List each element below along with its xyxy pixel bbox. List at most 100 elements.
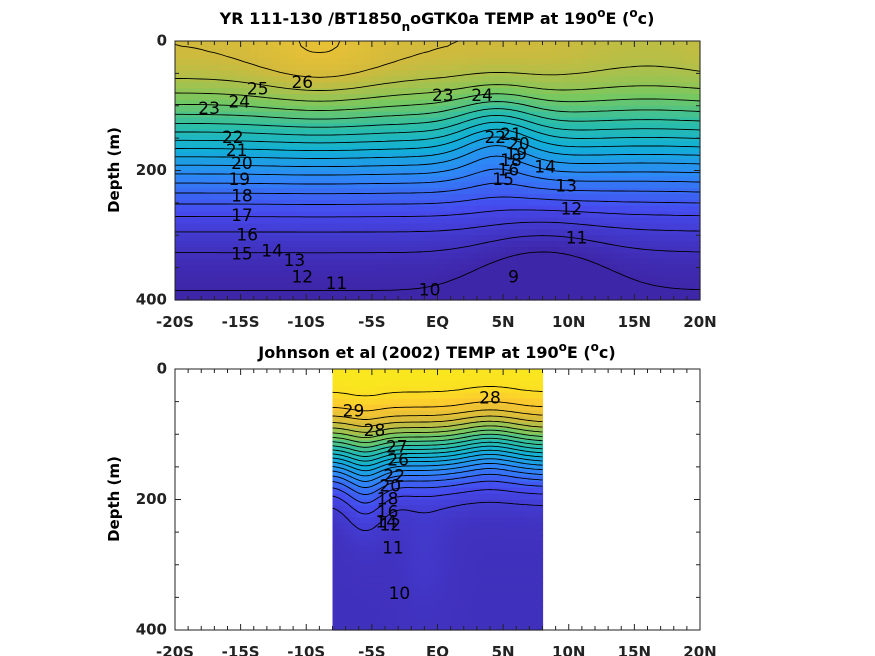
field-cell: [325, 217, 334, 225]
field-cell: [625, 199, 634, 207]
field-cell: [398, 440, 403, 447]
field-cell: [355, 264, 364, 272]
field-cell: [692, 247, 701, 254]
field-cell: [497, 70, 506, 77]
field-cell: [175, 205, 184, 213]
field-cell: [227, 194, 236, 201]
field-cell: [389, 624, 394, 631]
isotherm-label: 20: [508, 135, 530, 155]
field-cell: [340, 217, 349, 225]
field-cell: [490, 288, 499, 295]
field-cell: [640, 41, 649, 48]
field-cell: [425, 386, 430, 394]
field-cell: [257, 82, 266, 89]
field-cell: [535, 99, 544, 107]
field-cell: [602, 105, 611, 113]
field-cell: [512, 111, 521, 119]
field-cell: [415, 99, 424, 107]
field-cell: [535, 205, 544, 213]
field-cell: [437, 511, 442, 518]
field-cell: [340, 288, 349, 295]
field-cell: [317, 211, 326, 219]
field-cell: [350, 535, 355, 542]
field-cell: [655, 99, 664, 107]
field-cell: [377, 176, 386, 183]
field-cell: [389, 487, 394, 495]
field-cell: [443, 523, 448, 530]
field-cell: [512, 135, 521, 142]
field-cell: [425, 517, 430, 524]
field-cell: [440, 380, 445, 388]
field-cell: [446, 600, 451, 607]
field-cell: [235, 164, 244, 172]
field-cell: [344, 588, 349, 596]
field-cell: [205, 93, 214, 101]
field-cell: [413, 380, 418, 388]
field-cell: [422, 282, 431, 289]
field-cell: [287, 111, 296, 119]
field-cell: [385, 52, 394, 60]
field-cell: [446, 505, 451, 512]
field-cell: [550, 64, 559, 72]
field-cell: [182, 117, 191, 125]
field-cell: [413, 481, 418, 489]
field-cell: [419, 624, 424, 631]
field-cell: [362, 64, 371, 72]
field-cell: [428, 481, 433, 489]
field-cell: [383, 487, 388, 495]
field-cell: [386, 606, 391, 613]
field-cell: [431, 594, 436, 601]
field-cell: [332, 93, 341, 101]
field-cell: [347, 88, 356, 95]
field-cell: [374, 511, 379, 518]
field-cell: [407, 564, 412, 572]
field-cell: [449, 392, 454, 400]
field-cell: [407, 276, 416, 283]
field-cell: [422, 170, 431, 177]
field-cell: [550, 82, 559, 89]
field-cell: [347, 582, 352, 590]
field-cell: [467, 170, 476, 177]
field-cell: [655, 105, 664, 113]
field-cell: [175, 176, 184, 183]
field-cell: [368, 570, 373, 578]
field-cell: [482, 282, 491, 289]
field-cell: [347, 264, 356, 272]
field-cell: [632, 46, 641, 54]
field-cell: [419, 523, 424, 530]
field-cell: [280, 252, 289, 260]
field-cell: [325, 152, 334, 160]
field-cell: [419, 475, 424, 483]
field-cell: [371, 416, 376, 423]
field-cell: [235, 258, 244, 266]
field-cell: [431, 552, 436, 560]
field-cell: [383, 523, 388, 530]
field-cell: [190, 70, 199, 77]
field-cell: [385, 111, 394, 119]
field-cell: [175, 211, 184, 219]
field-cell: [350, 541, 355, 548]
field-cell: [632, 88, 641, 95]
field-cell: [257, 270, 266, 278]
field-cell: [670, 170, 679, 177]
field-cell: [482, 205, 491, 213]
field-cell: [401, 392, 406, 400]
field-cell: [440, 624, 445, 631]
field-cell: [550, 276, 559, 283]
field-cell: [670, 217, 679, 225]
field-cell: [404, 546, 409, 554]
field-cell: [310, 282, 319, 289]
field-cell: [310, 141, 319, 148]
field-cell: [257, 235, 266, 242]
field-cell: [205, 46, 214, 54]
field-cell: [467, 164, 476, 172]
field-cell: [368, 410, 373, 418]
field-cell: [467, 211, 476, 219]
field-cell: [602, 270, 611, 278]
field-cell: [580, 182, 589, 189]
field-cell: [368, 493, 373, 501]
field-cell: [350, 428, 355, 435]
field-cell: [419, 505, 424, 512]
field-cell: [350, 582, 355, 590]
field-cell: [398, 410, 403, 418]
